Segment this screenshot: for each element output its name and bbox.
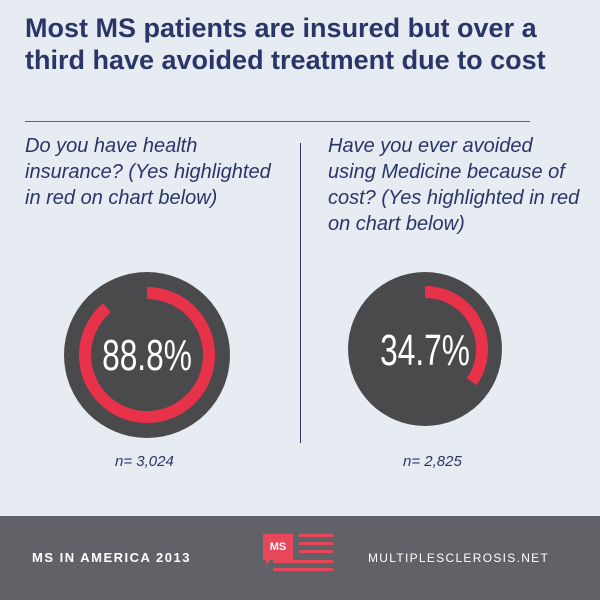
column-divider: [300, 143, 301, 443]
logo-box: MS: [263, 534, 293, 560]
donut-chart-avoided-medicine: 34.7%: [348, 272, 502, 426]
donut-chart-insurance: 88.8%: [64, 272, 230, 438]
logo-line: [299, 534, 333, 537]
sample-size-insurance: n= 3,024: [115, 453, 174, 470]
logo-line: [299, 542, 333, 545]
question-insurance: Do you have health insurance? (Yes highl…: [25, 135, 271, 209]
logo-line: [273, 560, 333, 563]
page-title: Most MS patients are insured but over a …: [25, 13, 546, 75]
footer-campaign-label: MS IN AMERICA 2013: [32, 550, 191, 565]
title-rule: [25, 121, 530, 122]
sample-size-avoided-medicine: n= 2,825: [403, 453, 462, 470]
footer-bar: MS IN AMERICA 2013 MS MULTIPLESCLEROSIS.…: [0, 516, 600, 600]
donut-value-label: 34.7%: [380, 326, 470, 375]
logo-line: [299, 550, 333, 553]
donut-value-label: 88.8%: [102, 331, 192, 380]
logo-line: [273, 568, 333, 571]
donut-arc: [424, 286, 488, 386]
question-avoided-medicine: Have you ever avoided using Medicine bec…: [328, 135, 580, 235]
footer-site-link[interactable]: MULTIPLESCLEROSIS.NET: [368, 551, 550, 565]
donut-arc: [79, 287, 215, 423]
logo-tail: [266, 559, 271, 565]
